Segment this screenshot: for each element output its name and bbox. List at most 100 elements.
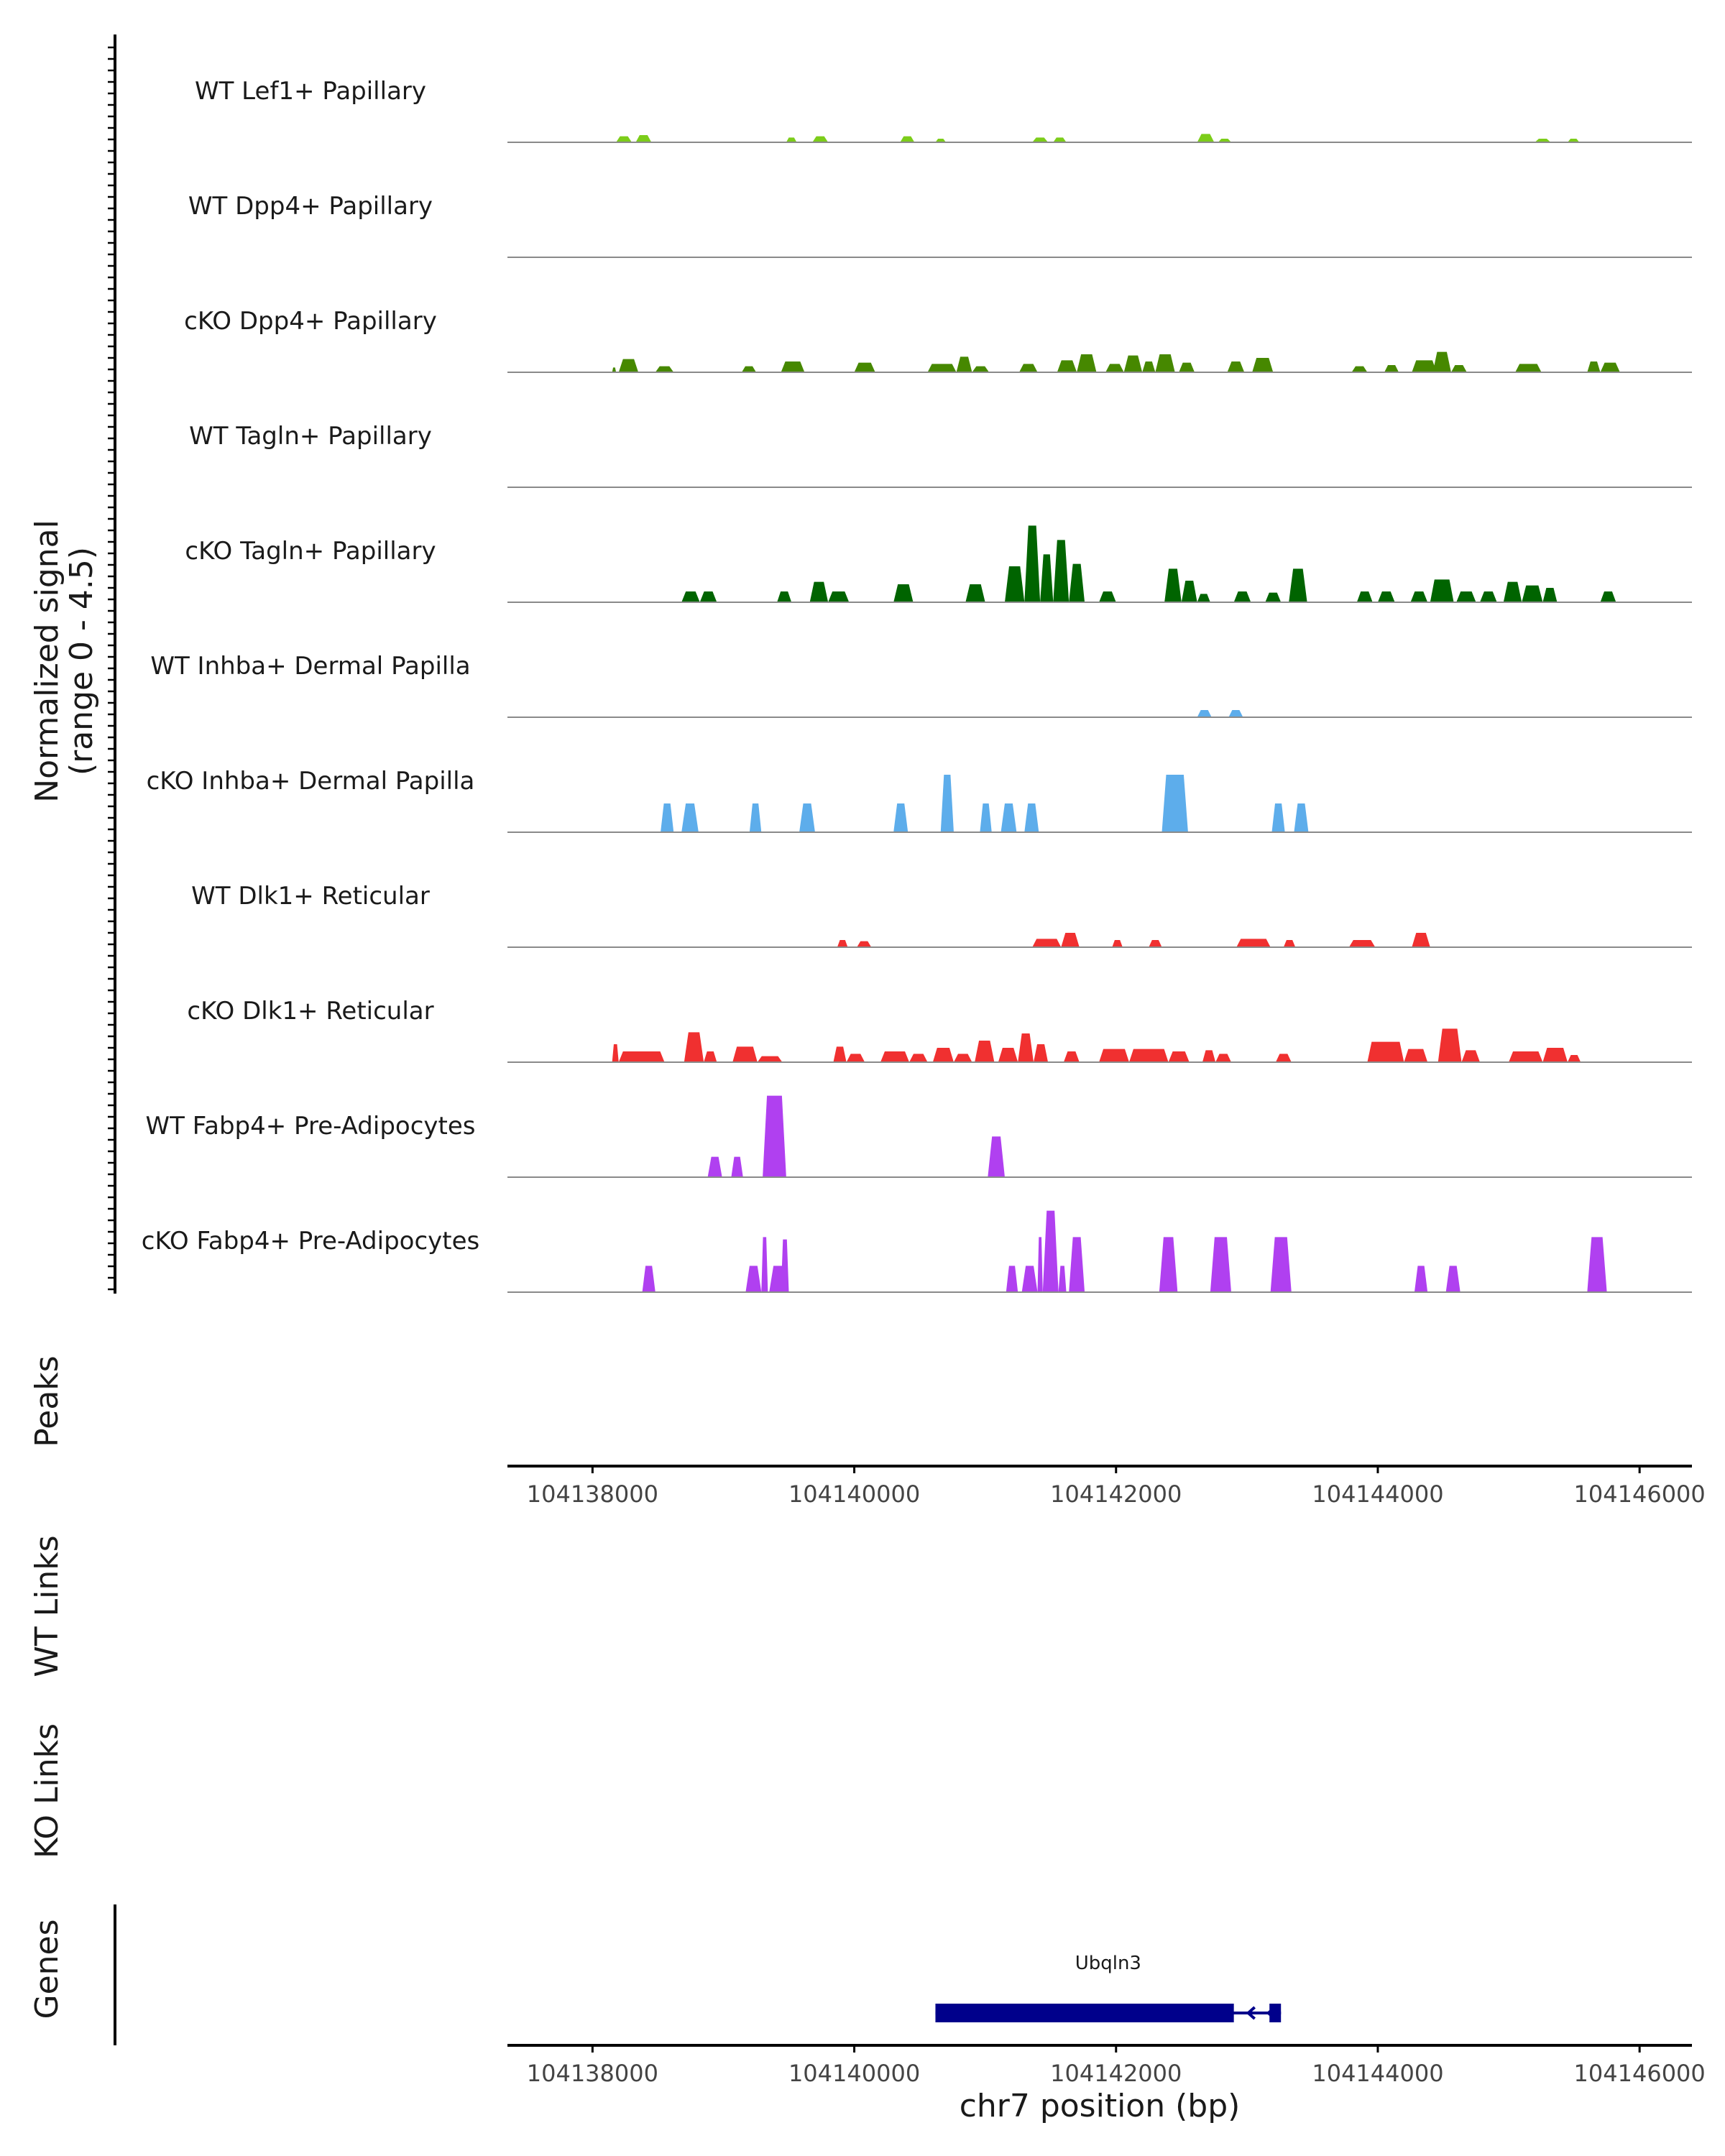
track-cko-dlk1-reticular-peak-11 [953,1054,972,1062]
x-tick-label: 104146000 [1574,2060,1706,2087]
track-cko-tagln-papillary-peak-8 [1024,525,1041,602]
track-cko-tagln-papillary-peak-24 [1479,591,1497,602]
track-wt-inhba-dermal-papilla-peak-1 [1228,710,1243,717]
track-cko-tagln-papillary-peak-27 [1542,588,1558,602]
track-cko-dlk1-reticular-peak-0 [612,1044,619,1062]
x-tick-label: 104140000 [788,1480,920,1508]
track-cko-dlk1-reticular-peak-9 [909,1054,928,1062]
track-cko-dlk1-reticular-peak-25 [1438,1028,1462,1062]
track-wt-fabp4-pre-adipocytes-peak-0 [707,1156,722,1177]
track-cko-dpp4-papillary-peak-20 [1384,365,1399,372]
track-wt-dlk1-reticular-peak-3 [1061,933,1080,947]
track-cko-dlk1-reticular-peak-7 [846,1054,865,1062]
x-tick-label: 104144000 [1312,2060,1443,2087]
track-cko-tagln-papillary: cKO Tagln+ Papillary [185,525,1692,603]
track-wt-dlk1-reticular-peak-7 [1283,940,1296,947]
track-wt-lef1-papillary-peak-6 [1032,137,1049,142]
track-cko-dpp4-papillary: cKO Dpp4+ Papillary [184,307,1692,373]
x-tick-label: 104144000 [1312,1480,1443,1508]
track-cko-tagln-papillary-peak-2 [777,591,792,602]
track-cko-dlk1-reticular-peak-16 [1063,1051,1080,1062]
strand-arrow-0 [1246,2006,1256,2020]
track-cko-inhba-dermal-papilla-peak-4 [893,803,908,832]
track-cko-fabp4-pre-adipocytes: cKO Fabp4+ Pre-Adipocytes [142,1210,1692,1293]
track-cko-dpp4-papillary-peak-26 [1600,362,1620,372]
y-axis-ticks [108,46,115,1291]
track-cko-inhba-dermal-papilla-peak-5 [940,775,954,832]
x-tick-label: 104142000 [1050,2060,1182,2087]
track-cko-inhba-dermal-papilla: cKO Inhba+ Dermal Papilla [147,767,1692,833]
track-wt-dlk1-reticular: WT Dlk1+ Reticular [191,882,1692,948]
track-cko-dpp4-papillary-peak-12 [1105,364,1124,372]
track-cko-fabp4-pre-adipocytes-peak-4 [781,1239,789,1292]
track-cko-dlk1-reticular-peak-1 [618,1051,665,1062]
y-axis-title-line2: (range 0 - 4.5) [63,547,100,775]
track-label: cKO Inhba+ Dermal Papilla [147,767,475,796]
track-cko-tagln-papillary-peak-22 [1430,579,1454,602]
track-cko-dlk1-reticular-peak-6 [833,1046,847,1062]
track-cko-inhba-dermal-papilla-peak-1 [681,803,699,832]
track-cko-dpp4-papillary-peak-6 [927,364,957,372]
track-wt-lef1-papillary-peak-11 [1568,139,1580,142]
track-cko-tagln-papillary-peak-4 [828,591,850,602]
gene-coding-exon [935,2004,1234,2022]
track-cko-tagln-papillary-peak-1 [699,591,717,602]
track-wt-dlk1-reticular-peak-4 [1112,940,1123,947]
track-cko-inhba-dermal-papilla-peak-10 [1271,803,1285,832]
track-cko-dpp4-papillary-peak-0 [612,367,617,372]
track-cko-dlk1-reticular-peak-12 [975,1041,995,1062]
track-cko-tagln-papillary-peak-6 [965,584,985,602]
x-axis-bottom: 104138000 104140000 104142000 104144000 1041… [507,2044,1706,2087]
track-cko-tagln-papillary-peak-26 [1522,585,1543,602]
track-wt-lef1-papillary-peak-8 [1197,134,1215,142]
track-wt-dpp4-papillary: WT Dpp4+ Papillary [188,192,1692,258]
track-wt-lef1-papillary-peak-7 [1053,137,1067,142]
track-wt-inhba-dermal-papilla: WT Inhba+ Dermal Papilla [150,652,1692,718]
track-wt-lef1-papillary-peak-0 [616,136,632,142]
track-cko-tagln-papillary-peak-25 [1503,581,1522,602]
track-cko-dlk1-reticular-peak-8 [880,1051,910,1062]
track-wt-dlk1-reticular-peak-5 [1149,940,1162,947]
track-cko-tagln-papillary-peak-12 [1099,591,1116,602]
x-axis-title: chr7 position (bp) [960,2088,1241,2124]
track-cko-dlk1-reticular-peak-15 [1034,1044,1049,1062]
track-cko-tagln-papillary-peak-10 [1053,540,1070,602]
track-label: cKO Dpp4+ Papillary [184,307,437,336]
track-cko-tagln-papillary-peak-21 [1410,591,1428,602]
track-label: WT Inhba+ Dermal Papilla [150,652,470,681]
track-cko-tagln-papillary-peak-20 [1377,591,1395,602]
track-cko-dlk1-reticular-peak-29 [1568,1055,1581,1062]
track-cko-dlk1-reticular-peak-24 [1404,1049,1428,1062]
track-cko-tagln-papillary-peak-18 [1289,568,1307,602]
track-wt-lef1-papillary-peak-10 [1535,139,1551,142]
track-wt-fabp4-pre-adipocytes-peak-2 [763,1095,786,1177]
track-cko-dpp4-papillary-peak-16 [1179,362,1195,372]
track-cko-inhba-dermal-papilla-peak-9 [1162,775,1188,832]
track-cko-dpp4-papillary-peak-23 [1450,365,1467,372]
track-cko-dpp4-papillary-peak-14 [1142,361,1156,372]
track-cko-dpp4-papillary-peak-18 [1252,358,1274,372]
x-axis-top: 104138000 104140000 104142000 104144000 1041… [507,1465,1706,1508]
track-wt-dlk1-reticular-peak-1 [857,941,872,947]
track-label: WT Dlk1+ Reticular [191,882,430,911]
track-cko-dpp4-papillary-peak-5 [854,362,875,372]
track-cko-dpp4-papillary-peak-13 [1123,355,1143,372]
track-wt-lef1-papillary-peak-4 [900,136,915,142]
track-cko-fabp4-pre-adipocytes-peak-15 [1445,1266,1460,1292]
track-cko-dlk1-reticular-peak-27 [1509,1051,1543,1062]
x-tick-label: 104138000 [527,1480,658,1508]
track-cko-fabp4-pre-adipocytes-peak-12 [1210,1237,1232,1292]
track-cko-dlk1-reticular-peak-10 [932,1048,954,1062]
track-cko-dlk1-reticular-peak-18 [1128,1049,1169,1062]
track-cko-dlk1-reticular-peak-13 [998,1048,1018,1062]
track-area: WT Lef1+ Papillary WT Dpp4+ Papillary cKO … [142,77,1692,1293]
track-wt-tagln-papillary: WT Tagln+ Papillary [189,422,1692,488]
track-wt-dlk1-reticular-peak-2 [1032,939,1062,947]
track-cko-dlk1-reticular-peak-17 [1099,1049,1129,1062]
y-axis-title-line1: Normalized signal [29,520,65,803]
track-label: cKO Dlk1+ Reticular [187,997,433,1026]
track-cko-dlk1-reticular-peak-28 [1542,1048,1568,1062]
track-cko-tagln-papillary-peak-5 [893,584,914,602]
track-cko-tagln-papillary-peak-11 [1069,563,1085,602]
track-wt-dlk1-reticular-peak-0 [837,940,848,947]
